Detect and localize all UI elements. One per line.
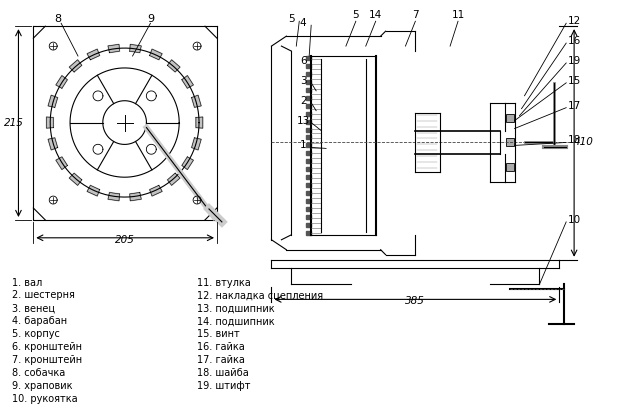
Polygon shape [306,88,311,92]
Text: 3: 3 [300,76,307,86]
Polygon shape [48,138,58,150]
Text: 13: 13 [296,116,310,126]
Polygon shape [108,193,120,201]
Polygon shape [306,223,311,227]
Polygon shape [306,135,311,139]
Text: 6. кронштейн: 6. кронштейн [12,342,81,352]
Polygon shape [150,186,162,196]
Polygon shape [48,95,58,107]
Polygon shape [130,44,141,53]
Text: 6: 6 [300,56,307,66]
Text: 16: 16 [568,36,580,46]
Text: 17: 17 [568,101,580,111]
Polygon shape [506,139,513,146]
Polygon shape [306,112,311,116]
Polygon shape [130,193,141,201]
Text: 10. рукоятка: 10. рукоятка [12,394,77,404]
Polygon shape [168,173,180,186]
Polygon shape [306,104,311,107]
Polygon shape [506,163,513,171]
Text: 7: 7 [412,10,419,20]
Text: 385: 385 [405,296,426,306]
Text: 12. накладка сцепления: 12. накладка сцепления [197,290,323,300]
Polygon shape [306,175,311,179]
Text: 11: 11 [451,10,465,20]
Polygon shape [306,167,311,171]
Text: 3. венец: 3. венец [12,303,54,313]
Text: 15. винт: 15. винт [197,329,240,339]
Text: 5: 5 [288,14,294,24]
Text: 19: 19 [568,56,580,66]
Polygon shape [306,72,311,76]
Text: 15: 15 [568,76,580,86]
Polygon shape [69,173,82,186]
Text: 19. штифт: 19. штифт [197,381,251,391]
Polygon shape [306,80,311,84]
Polygon shape [182,157,193,170]
Polygon shape [69,60,82,72]
Text: 410: 410 [574,137,594,147]
Polygon shape [150,49,162,60]
Text: 8. собачка: 8. собачка [12,368,65,378]
Text: 18. шайба: 18. шайба [197,368,249,378]
Text: 14. подшипник: 14. подшипник [197,316,275,326]
Text: 11. втулка: 11. втулка [197,278,251,288]
Polygon shape [191,138,201,150]
Polygon shape [306,96,311,100]
Text: 12: 12 [568,16,580,26]
Polygon shape [196,117,203,128]
Text: 9. храповик: 9. храповик [12,381,72,391]
Text: 13. подшипник: 13. подшипник [197,303,275,313]
Polygon shape [108,44,120,53]
Text: 1. вал: 1. вал [12,278,42,288]
Polygon shape [306,64,311,68]
Polygon shape [56,157,67,170]
Text: 18: 18 [568,135,580,145]
Text: 5: 5 [353,10,359,20]
Polygon shape [56,76,67,88]
Polygon shape [306,199,311,203]
Text: 8: 8 [54,14,61,24]
Text: 7. кронштейн: 7. кронштейн [12,355,82,365]
Polygon shape [306,183,311,187]
Text: 10: 10 [568,215,580,225]
Text: 205: 205 [115,235,134,245]
Polygon shape [506,114,513,122]
Text: 1: 1 [300,140,307,150]
Polygon shape [47,117,53,128]
Polygon shape [168,60,180,72]
Text: 16. гайка: 16. гайка [197,342,245,352]
Polygon shape [306,127,311,132]
Text: 4: 4 [300,18,307,28]
Polygon shape [182,76,193,88]
Polygon shape [191,95,201,107]
Polygon shape [306,159,311,163]
Polygon shape [306,191,311,195]
Text: 215: 215 [4,117,24,127]
Text: 17. гайка: 17. гайка [197,355,245,365]
Polygon shape [87,186,100,196]
Polygon shape [87,49,100,60]
Text: 2: 2 [300,96,307,106]
Polygon shape [306,120,311,124]
Text: 5. корпус: 5. корпус [12,329,60,339]
Polygon shape [306,144,311,147]
Polygon shape [306,215,311,219]
Polygon shape [306,56,311,60]
Text: 2. шестерня: 2. шестерня [12,290,74,300]
Text: 9: 9 [147,14,154,24]
Polygon shape [306,207,311,211]
Text: 4. барабан: 4. барабан [12,316,67,326]
Text: 14: 14 [369,10,382,20]
Polygon shape [306,151,311,155]
Polygon shape [306,231,311,235]
